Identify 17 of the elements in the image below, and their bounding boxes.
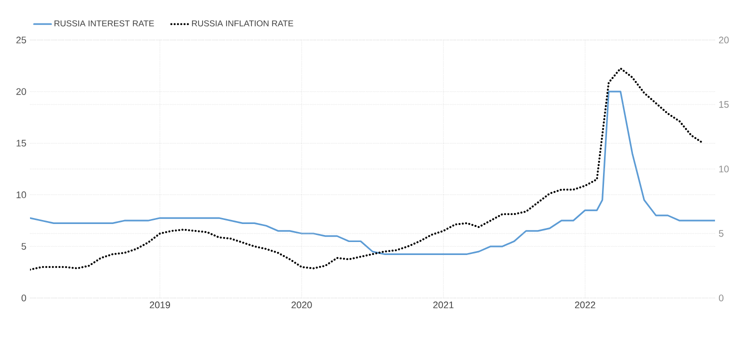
y2-tick-label: 0 (718, 294, 724, 302)
y2-tick-label: 5 (718, 230, 724, 237)
x-tick-label: 2021 (433, 302, 454, 308)
y-tick-label: 10 (16, 191, 26, 198)
x-tick-label: 2020 (292, 302, 312, 308)
y2-tick-label: 15 (719, 101, 729, 108)
legend-label: RUSSIA INTEREST RATE (54, 20, 154, 26)
legend-label: RUSSIA INFLATION RATE (192, 20, 294, 26)
y-tick-label: 0 (22, 294, 26, 302)
y2-tick-label: 20 (719, 36, 729, 44)
y-tick-label: 5 (22, 243, 26, 250)
x-tick-label: 2019 (150, 302, 170, 308)
x-tick-label: 2022 (574, 302, 596, 308)
y-tick-label: 25 (16, 36, 26, 44)
y-tick-label: 20 (16, 88, 26, 95)
y-tick-label: 15 (16, 140, 26, 147)
y2-tick-label: 10 (719, 166, 729, 172)
